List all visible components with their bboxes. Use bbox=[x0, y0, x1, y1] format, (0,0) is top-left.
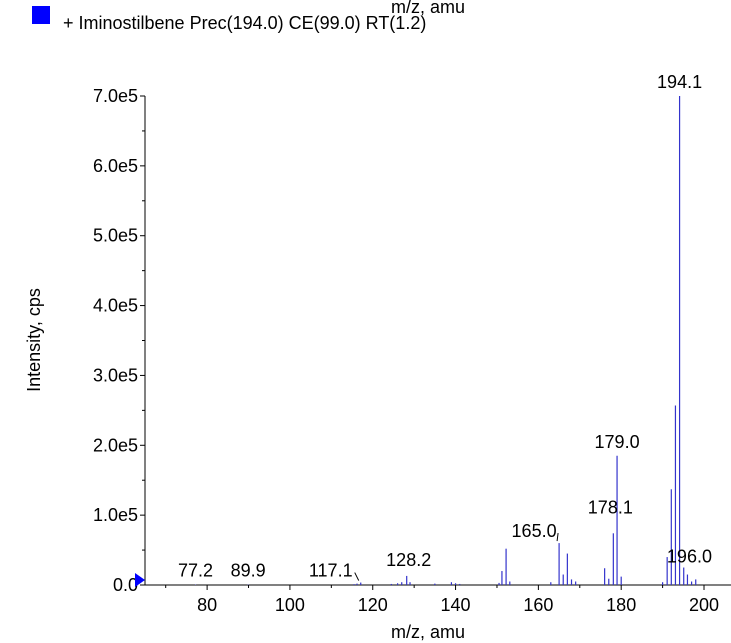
annotation-leader bbox=[556, 533, 559, 542]
peak-annotation: 128.2 bbox=[386, 550, 431, 570]
peaks bbox=[194, 96, 697, 585]
peak-annotation: 165.0 bbox=[512, 521, 557, 541]
x-ticks: 80 100 120 140 160 180 200 bbox=[165, 585, 719, 615]
x-tick-label: 140 bbox=[441, 595, 471, 615]
y-tick-label: 4.0e5 bbox=[93, 296, 138, 316]
peak-annotation: 89.9 bbox=[231, 561, 266, 581]
peak-annotation: 117.1 bbox=[309, 561, 353, 581]
y-axis-label: Intensity, cps bbox=[24, 288, 44, 392]
x-tick-label: 160 bbox=[523, 595, 553, 615]
annotation-leader bbox=[354, 572, 360, 581]
legend-text: + Iminostilbene Prec(194.0) CE(99.0) RT(… bbox=[63, 13, 426, 33]
y-ticks: 0.0 1.0e5 2.0e5 3.0e5 4.0e5 5.0e5 6.0e5 7.0e5 bbox=[93, 86, 145, 595]
baseline-marker-icon bbox=[135, 573, 145, 587]
y-tick-label: 6.0e5 bbox=[93, 156, 138, 176]
legend-swatch bbox=[32, 6, 50, 24]
x-axis-label: m/z, amu bbox=[391, 622, 465, 642]
x-tick-label: 80 bbox=[197, 595, 217, 615]
x-tick-label: 180 bbox=[606, 595, 636, 615]
annotations: 194.1 179.0 178.1 165.0 196.0 128.2 117.1 89.9 7… bbox=[178, 72, 712, 581]
top-cut-label: m/z, amu bbox=[391, 0, 465, 17]
peak-annotation: 178.1 bbox=[588, 497, 633, 517]
y-tick-label: 3.0e5 bbox=[93, 365, 138, 385]
y-tick-label: 0.0 bbox=[113, 575, 138, 595]
y-tick-label: 2.0e5 bbox=[93, 435, 138, 455]
x-tick-label: 200 bbox=[689, 595, 719, 615]
peak-annotation: 196.0 bbox=[667, 547, 712, 567]
plot-area: 0.0 1.0e5 2.0e5 3.0e5 4.0e5 5.0e5 6.0e5 7.0e5 8… bbox=[93, 72, 731, 615]
y-tick-label: 1.0e5 bbox=[93, 505, 138, 525]
peak-annotation: 194.1 bbox=[657, 72, 702, 92]
x-tick-label: 120 bbox=[358, 595, 388, 615]
legend: + Iminostilbene Prec(194.0) CE(99.0) RT(… bbox=[32, 6, 426, 33]
y-tick-label: 5.0e5 bbox=[93, 226, 138, 246]
y-tick-label: 7.0e5 bbox=[93, 86, 138, 106]
peak-annotation: 77.2 bbox=[178, 561, 213, 581]
x-tick-label: 100 bbox=[275, 595, 305, 615]
peak-annotation: 179.0 bbox=[595, 432, 640, 452]
